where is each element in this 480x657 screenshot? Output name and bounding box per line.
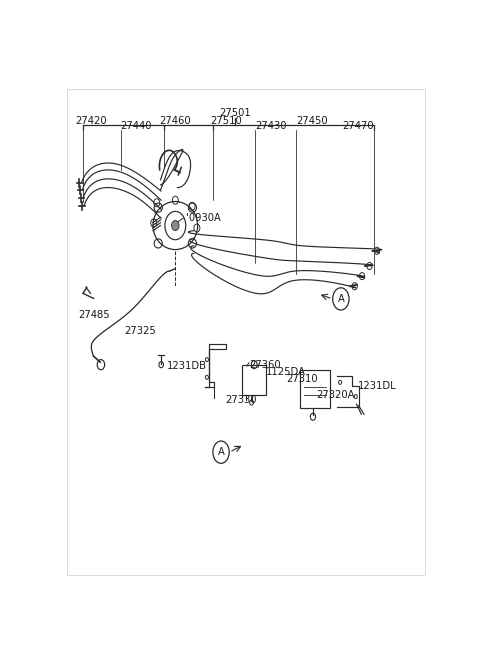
Text: 27450: 27450 (296, 116, 328, 126)
Text: 27485: 27485 (78, 310, 109, 320)
Text: 27430: 27430 (255, 121, 287, 131)
Text: 27460: 27460 (160, 116, 192, 126)
Text: '0930A: '0930A (186, 214, 221, 223)
Text: 1231DL: 1231DL (358, 381, 396, 391)
Text: 1231DB: 1231DB (167, 361, 207, 371)
Bar (242, 365, 266, 395)
Text: 27325: 27325 (124, 326, 156, 336)
Circle shape (172, 221, 179, 231)
Text: 27420: 27420 (75, 116, 107, 126)
Text: 27470: 27470 (343, 121, 374, 131)
Text: 27360: 27360 (249, 360, 281, 370)
Text: 27501: 27501 (219, 108, 251, 118)
Text: 27510: 27510 (211, 116, 242, 126)
Text: 27440: 27440 (120, 121, 152, 131)
Text: 1125DA: 1125DA (266, 367, 306, 377)
Text: A: A (337, 294, 344, 304)
Text: 27330: 27330 (226, 395, 257, 405)
Text: 27310: 27310 (286, 374, 318, 384)
Text: 27320A: 27320A (317, 390, 355, 399)
Bar (300, 370, 330, 407)
Text: A: A (217, 447, 225, 457)
